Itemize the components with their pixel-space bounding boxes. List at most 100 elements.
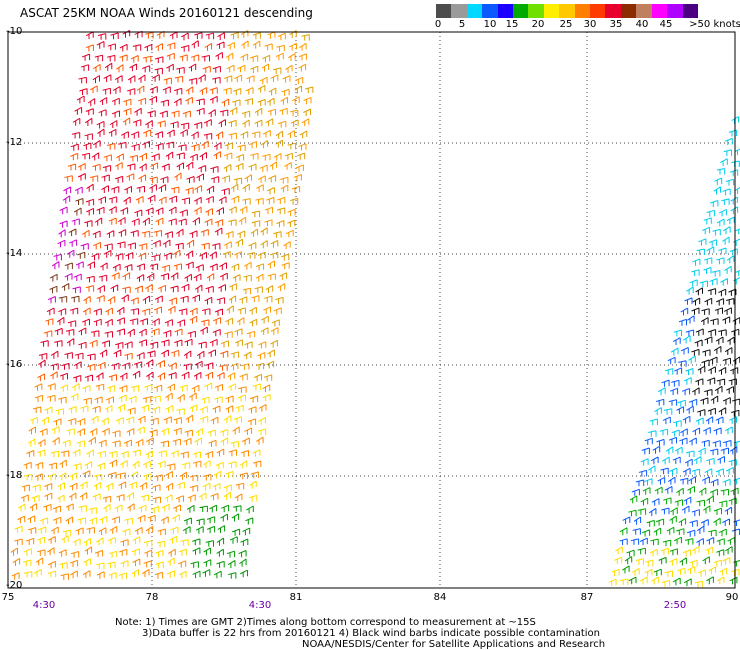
wind-barb [168,548,176,557]
wind-barb [92,230,101,239]
wind-barb [630,538,640,545]
wind-barb [702,349,711,357]
wind-barb [705,546,714,555]
wind-barb [89,517,98,525]
wind-barb [686,450,695,458]
wind-barb [75,527,84,535]
wind-barb [154,474,163,482]
wind-barb [713,559,722,567]
wind-barb [116,153,124,162]
wind-barb [294,85,302,94]
wind-barb [640,497,649,506]
wind-barb [289,109,299,117]
wind-barb [35,557,44,566]
wind-barb [144,549,153,558]
wind-barb [183,517,192,525]
wind-barb [155,56,164,64]
wind-barb [691,468,701,476]
wind-barb [212,65,221,73]
wind-barb [250,471,259,479]
wind-barb [660,547,669,555]
wind-barb [132,558,141,567]
wind-barb [708,529,717,537]
wind-barb [709,448,719,456]
wind-barb [264,219,273,227]
wind-barb [78,327,87,336]
wind-barb [179,209,188,217]
wind-barb [230,183,239,192]
wind-barb [267,273,276,281]
wind-barb [167,383,175,392]
wind-barb [611,568,620,576]
wind-barb [214,308,223,316]
wind-barb [633,516,642,525]
wind-barb [160,176,169,184]
wind-barb [277,196,286,204]
wind-barb [215,131,224,140]
wind-barb [92,75,100,84]
wind-barb [70,152,79,161]
wind-barb [708,566,716,575]
wind-barb [239,206,248,214]
wind-barb [676,406,685,414]
wind-barb [722,557,731,565]
wind-barb [673,329,682,337]
wind-barb [189,392,197,401]
wind-barb [133,119,142,127]
wind-barb [137,415,146,424]
wind-barb [692,297,701,306]
wind-barb [143,473,152,481]
wind-barb [68,228,77,237]
wind-barb [248,163,257,171]
wind-barb [18,503,26,512]
wind-barb [212,482,221,491]
wind-barb [117,472,126,479]
wind-barb [723,307,732,315]
lon-label: 81 [289,592,303,603]
wind-barb [108,472,117,479]
wind-barb [693,456,702,464]
wind-barb [219,262,227,270]
wind-barb [724,265,732,274]
wind-barb [661,579,671,587]
lat-label: -10 [6,26,23,37]
wind-barb [206,273,215,282]
wind-barb [142,55,152,63]
wind-barb [223,491,231,500]
wind-barb [79,481,88,490]
wind-barb [696,538,704,546]
wind-barb [249,55,259,62]
wind-barb [281,253,290,261]
wind-barb [216,207,224,215]
wind-barb [174,328,183,336]
wind-barb [154,67,163,75]
wind-barb [98,527,107,535]
wind-barb [680,428,688,437]
wind-barb [117,403,125,412]
wind-barb [228,461,237,468]
wind-barb [87,261,95,269]
wind-barb [136,85,145,94]
wind-barb [87,98,96,107]
wind-barb [284,161,292,170]
wind-barb [180,32,189,41]
wind-barb [73,375,82,382]
wind-barb [93,63,101,72]
wind-barb [226,64,235,73]
wind-barb [225,471,234,478]
wind-barb [252,40,261,49]
wind-barb [138,504,147,513]
wind-barb [136,426,145,434]
wind-barb [619,527,628,536]
wind-barb [620,578,629,585]
wind-barb [34,383,43,391]
wind-barb [151,153,160,161]
wind-barb [264,295,273,303]
wind-barb [208,439,217,447]
wind-barb [695,378,704,386]
wind-barb [98,196,106,204]
wind-barb [157,460,166,468]
wind-barb [251,131,261,138]
wind-barb [298,63,307,72]
